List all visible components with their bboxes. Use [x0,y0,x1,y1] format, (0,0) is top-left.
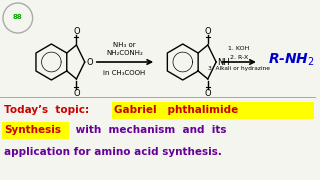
FancyBboxPatch shape [112,102,314,119]
Text: NH: NH [217,57,229,66]
Text: Gabriel   phthalimide: Gabriel phthalimide [114,105,238,115]
FancyBboxPatch shape [2,122,69,139]
Text: O: O [86,57,93,66]
Text: with  mechanism  and  its: with mechanism and its [72,125,227,135]
Text: application for amino acid synthesis.: application for amino acid synthesis. [4,147,222,157]
Text: R-NH$_2$: R-NH$_2$ [268,52,315,68]
Text: 3. Alkali or hydrazine: 3. Alkali or hydrazine [208,66,270,71]
Text: in CH₃COOH: in CH₃COOH [103,70,146,76]
Text: 88: 88 [13,14,23,20]
Text: O: O [204,26,211,35]
Text: 2. R-X: 2. R-X [230,55,248,60]
Text: NH₃ or: NH₃ or [113,42,136,48]
Text: Today’s  topic:: Today’s topic: [4,105,89,115]
Text: O: O [73,89,80,98]
Text: NH₂CONH₂: NH₂CONH₂ [106,50,143,56]
Text: 1. KOH: 1. KOH [228,46,250,51]
Text: O: O [204,89,211,98]
Text: O: O [73,26,80,35]
Text: Synthesis: Synthesis [4,125,61,135]
